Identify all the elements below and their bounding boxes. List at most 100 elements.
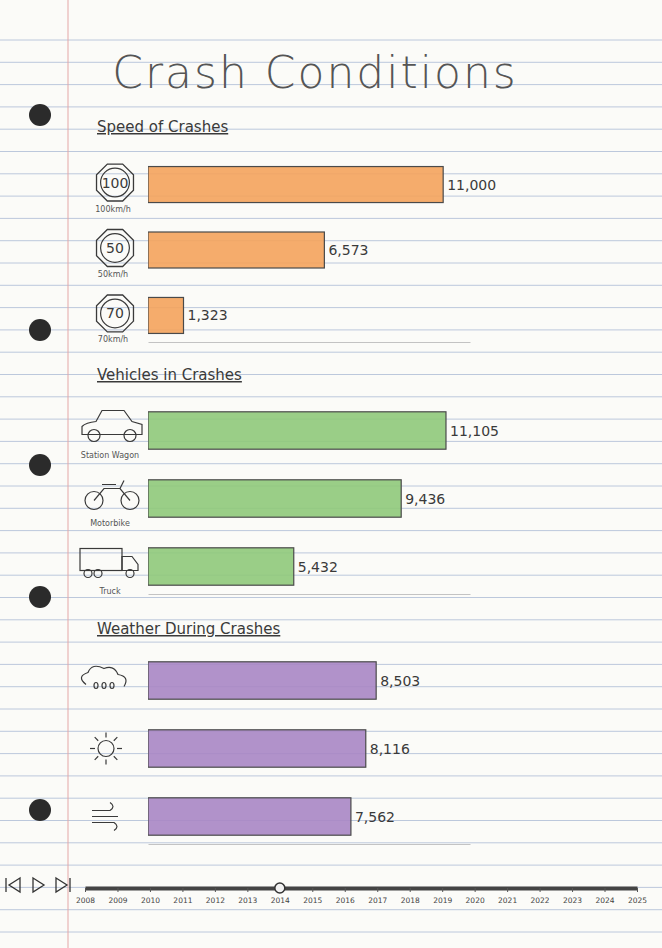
raindrop xyxy=(94,683,98,689)
ruled-line xyxy=(0,909,662,910)
icon xyxy=(92,803,118,831)
play-button[interactable] xyxy=(33,878,44,892)
sign-ring xyxy=(101,168,130,197)
x-axis xyxy=(149,594,471,595)
data-label: 9,436 xyxy=(405,491,445,507)
tick: 2018 xyxy=(401,888,420,905)
icon xyxy=(80,549,138,578)
icon xyxy=(90,733,122,765)
axis-line xyxy=(149,844,471,845)
playback-controls xyxy=(6,878,70,892)
tick-label: 2018 xyxy=(401,896,420,905)
ruled-line xyxy=(0,218,662,219)
tick: 2023 xyxy=(563,888,582,905)
margin-line xyxy=(68,0,69,948)
bar-chart: Vehicles in Crashes11,1059,4365,432Stati… xyxy=(80,366,499,596)
punch-hole xyxy=(29,319,51,341)
category-label: 50km/h xyxy=(98,270,128,279)
tick-label: 2015 xyxy=(303,896,322,905)
bar xyxy=(148,480,401,517)
tick-label: 2009 xyxy=(108,896,127,905)
tick: 2012 xyxy=(206,888,225,905)
tick-label: 2013 xyxy=(238,896,257,905)
cloud xyxy=(81,666,126,686)
ruled-line xyxy=(0,552,662,553)
truck-wheel xyxy=(94,570,102,578)
ruled-line xyxy=(0,263,662,264)
ruled-line xyxy=(0,932,662,933)
tick: 2011 xyxy=(173,888,192,905)
data-label: 1,323 xyxy=(188,307,228,323)
truck-wheel xyxy=(84,570,92,578)
car-wheel xyxy=(88,430,100,442)
data-label: 6,573 xyxy=(328,242,368,258)
ruled-line xyxy=(0,106,662,107)
tick-mark xyxy=(215,888,216,892)
ruled-line xyxy=(0,575,662,576)
timeline-track[interactable] xyxy=(86,887,638,891)
tick-mark xyxy=(345,888,346,892)
tick-label: 2023 xyxy=(563,896,582,905)
sun-ray xyxy=(114,737,118,741)
tick-mark xyxy=(605,888,606,892)
bar xyxy=(148,167,443,203)
bar xyxy=(148,297,184,333)
tick-mark xyxy=(410,888,411,892)
main-title: Crash Conditions xyxy=(112,47,517,98)
icon: 100 xyxy=(97,164,134,201)
category-label: 100km/h xyxy=(95,205,130,214)
sun-ray xyxy=(95,737,99,741)
tick-mark xyxy=(540,888,541,892)
ruled-line xyxy=(0,709,662,710)
timeline-axis: 2008200920102011201220132014201520162017… xyxy=(76,888,647,905)
sign-octagon xyxy=(97,164,134,201)
tick-label: 2016 xyxy=(336,896,355,905)
sign-number: 50 xyxy=(106,240,124,256)
tick: 2022 xyxy=(531,888,550,905)
icon xyxy=(81,666,126,688)
bar-chart: Weather During Crashes8,5038,1167,562 xyxy=(81,620,470,845)
step-back-button[interactable] xyxy=(6,878,20,892)
sign-octagon xyxy=(97,230,134,267)
bar xyxy=(148,548,294,585)
ruled-line xyxy=(0,329,662,330)
step-forward-button[interactable] xyxy=(56,878,70,892)
tick-mark xyxy=(247,888,248,892)
slider-knob[interactable] xyxy=(275,883,285,893)
truck-wheel xyxy=(126,570,134,578)
ruled-line xyxy=(0,285,662,286)
tick: 2017 xyxy=(368,888,387,905)
punch-hole xyxy=(29,586,51,608)
tick-mark xyxy=(182,888,183,892)
data-label: 8,116 xyxy=(370,741,410,757)
tick: 2021 xyxy=(498,888,517,905)
tick-mark xyxy=(475,888,476,892)
bar xyxy=(148,662,376,699)
sun xyxy=(98,741,114,757)
axis-line xyxy=(149,342,471,343)
timeline: 2008200920102011201220132014201520162017… xyxy=(6,878,647,905)
ruled-line xyxy=(0,151,662,152)
tick-label: 2014 xyxy=(271,896,290,905)
wind xyxy=(92,803,118,831)
ruled-line xyxy=(0,396,662,397)
tick-mark xyxy=(637,888,638,892)
bars xyxy=(148,167,443,334)
tick-label: 2019 xyxy=(433,896,452,905)
tick-label: 2024 xyxy=(595,896,614,905)
tick-mark xyxy=(572,888,573,892)
icon: 50 xyxy=(97,230,134,267)
tick: 2025 xyxy=(628,888,647,905)
icon: 70 xyxy=(97,295,134,332)
punch-hole xyxy=(29,104,51,126)
tick-label: 2020 xyxy=(466,896,485,905)
sign-number: 100 xyxy=(102,175,129,191)
tick-label: 2022 xyxy=(531,896,550,905)
data-label: 11,000 xyxy=(447,177,496,193)
raindrop xyxy=(110,683,114,689)
truck-box xyxy=(80,549,122,571)
punch-hole xyxy=(29,454,51,476)
tick-label: 2025 xyxy=(628,896,647,905)
paper xyxy=(0,0,662,948)
tick-mark xyxy=(507,888,508,892)
